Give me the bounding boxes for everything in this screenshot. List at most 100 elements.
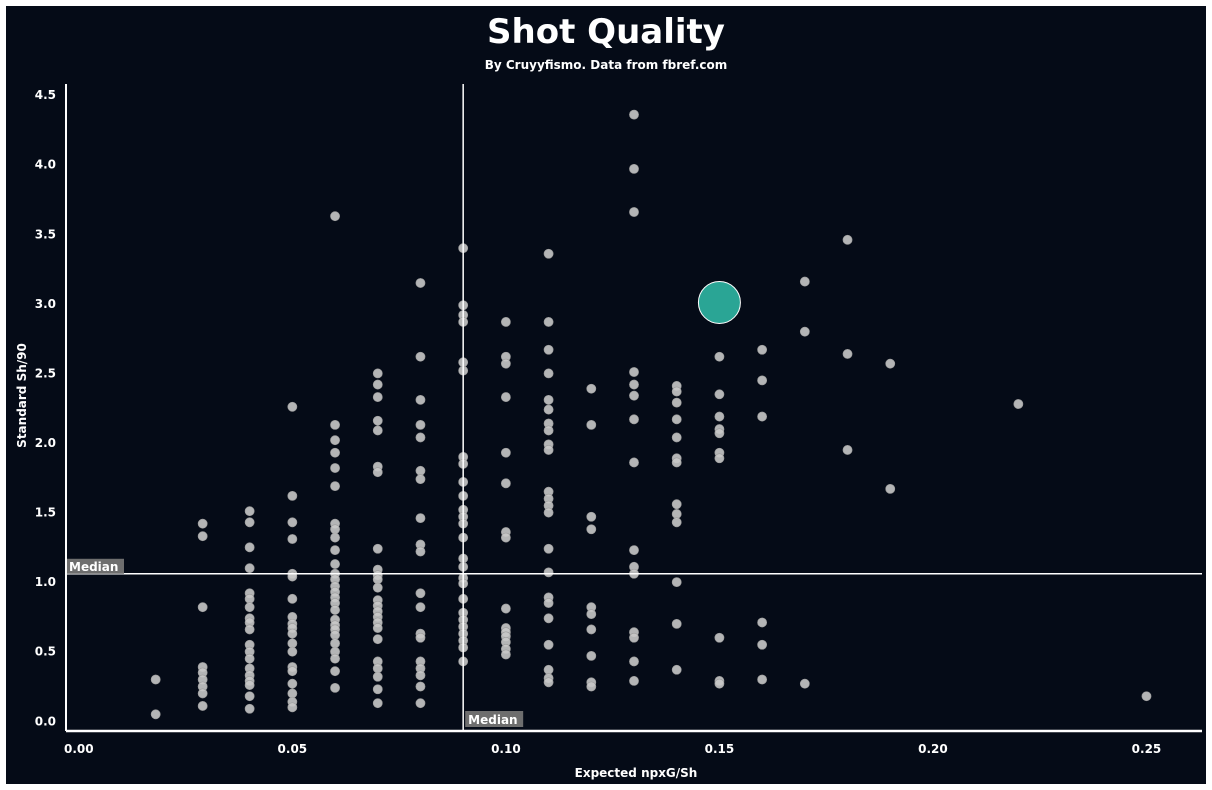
data-point bbox=[330, 447, 340, 458]
data-point bbox=[799, 326, 810, 337]
y-tick-label: 0.5 bbox=[35, 645, 56, 659]
data-point bbox=[671, 577, 682, 588]
data-point bbox=[757, 375, 768, 386]
data-point bbox=[330, 605, 340, 615]
data-point bbox=[330, 524, 340, 535]
x-tick-label: 0.20 bbox=[918, 742, 948, 756]
data-point bbox=[372, 698, 383, 709]
y-tick-label: 1.5 bbox=[35, 506, 56, 520]
data-point bbox=[244, 602, 255, 613]
data-point bbox=[671, 397, 682, 408]
data-point bbox=[543, 613, 554, 624]
data-point bbox=[372, 574, 383, 585]
axes-layer: 0.00 0.05 0.10 0.15 0.20 0.25 0.0 0.5 1.0 1.5 2.0 2… bbox=[15, 84, 1202, 780]
data-point bbox=[543, 248, 554, 259]
data-point bbox=[287, 593, 298, 604]
chart-title: Shot Quality bbox=[487, 12, 725, 52]
data-point bbox=[330, 481, 340, 492]
data-point bbox=[287, 678, 298, 689]
data-point bbox=[1013, 399, 1024, 409]
median-x-label-bg bbox=[465, 711, 524, 727]
chart-background bbox=[6, 6, 1206, 784]
y-tick-label: 3.0 bbox=[35, 297, 56, 311]
data-point bbox=[629, 545, 639, 556]
data-point bbox=[714, 678, 725, 689]
data-point bbox=[799, 276, 810, 287]
data-point bbox=[415, 513, 426, 524]
data-point bbox=[586, 511, 597, 522]
x-tick-label: 0.15 bbox=[705, 742, 735, 756]
data-point bbox=[799, 678, 810, 689]
data-point bbox=[287, 646, 298, 657]
data-point bbox=[500, 478, 511, 489]
y-tick-label: 4.0 bbox=[35, 158, 56, 172]
data-point bbox=[197, 701, 208, 711]
data-point bbox=[330, 463, 340, 473]
data-point bbox=[372, 379, 383, 390]
data-point bbox=[244, 691, 255, 702]
data-point bbox=[543, 543, 554, 554]
data-point bbox=[287, 490, 298, 501]
data-point bbox=[543, 425, 554, 436]
data-point bbox=[757, 411, 768, 422]
data-point bbox=[244, 593, 255, 604]
data-point bbox=[287, 702, 298, 713]
data-point bbox=[543, 598, 554, 608]
data-point bbox=[372, 543, 383, 554]
median-y-label: Median bbox=[69, 560, 118, 574]
y-tick-label: 0.0 bbox=[35, 714, 56, 728]
data-point bbox=[372, 634, 383, 645]
data-point bbox=[415, 351, 426, 362]
data-point bbox=[629, 414, 639, 425]
data-point bbox=[500, 532, 511, 543]
data-point bbox=[842, 349, 853, 359]
data-point bbox=[372, 425, 383, 436]
data-point bbox=[150, 674, 161, 685]
data-point bbox=[543, 317, 554, 327]
data-point bbox=[671, 517, 682, 528]
data-point bbox=[543, 639, 554, 650]
data-point bbox=[671, 664, 682, 675]
data-point bbox=[330, 532, 340, 543]
highlight-point bbox=[697, 280, 741, 324]
median-y-label-bg bbox=[66, 558, 124, 574]
data-point bbox=[500, 447, 511, 458]
data-point bbox=[415, 419, 426, 430]
data-point bbox=[150, 709, 161, 720]
data-point bbox=[543, 567, 554, 578]
data-point bbox=[586, 419, 597, 430]
y-tick-label: 1.0 bbox=[35, 575, 56, 589]
x-tick-label: 0.00 bbox=[64, 742, 94, 756]
data-point bbox=[287, 666, 298, 677]
data-point bbox=[586, 624, 597, 635]
data-point bbox=[415, 632, 426, 643]
data-point bbox=[671, 432, 682, 443]
y-tick-label: 4.5 bbox=[35, 88, 56, 102]
data-point bbox=[500, 358, 511, 369]
data-point bbox=[714, 389, 725, 400]
data-point bbox=[372, 623, 383, 633]
data-point bbox=[244, 653, 255, 664]
data-point bbox=[330, 638, 340, 649]
data-point bbox=[586, 524, 597, 535]
data-point bbox=[885, 483, 896, 494]
data-point bbox=[500, 392, 511, 402]
data-point bbox=[671, 618, 682, 629]
data-point bbox=[287, 401, 298, 412]
x-tick-label: 0.05 bbox=[278, 742, 308, 756]
data-point bbox=[244, 563, 255, 574]
data-point bbox=[543, 368, 554, 379]
x-tick-label: 0.10 bbox=[491, 742, 521, 756]
data-point bbox=[197, 518, 208, 529]
y-axis-label: Standard Sh/90 bbox=[15, 343, 29, 448]
data-point bbox=[757, 674, 768, 685]
data-point bbox=[629, 457, 639, 468]
data-point bbox=[372, 684, 383, 695]
data-point bbox=[330, 435, 340, 446]
data-point bbox=[629, 656, 639, 667]
data-point bbox=[330, 653, 340, 664]
data-point bbox=[330, 419, 340, 430]
data-point bbox=[671, 414, 682, 425]
